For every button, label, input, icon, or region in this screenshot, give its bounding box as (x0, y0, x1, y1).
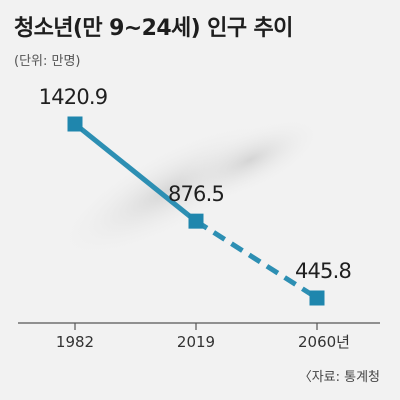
series-line-segment (73, 122, 198, 224)
data-point-marker (188, 213, 204, 229)
data-label: 876.5 (168, 182, 224, 206)
chart-unit-label: (단위: 만명) (14, 54, 81, 69)
source-note: 〈자료: 통계청 (298, 370, 380, 385)
x-tick-label: 2060년 (298, 333, 350, 351)
x-tick-label: 1982 (56, 333, 94, 351)
chart-title: 청소년(만 9~24세) 인구 추이 (14, 16, 293, 41)
x-tick-label: 2019 (177, 333, 215, 351)
projection-line-segment (194, 219, 319, 301)
data-point-marker (309, 290, 325, 306)
data-label: 445.8 (295, 259, 351, 283)
data-point-marker (67, 116, 83, 132)
background-silhouette (53, 116, 324, 261)
data-label: 1420.9 (39, 85, 108, 109)
